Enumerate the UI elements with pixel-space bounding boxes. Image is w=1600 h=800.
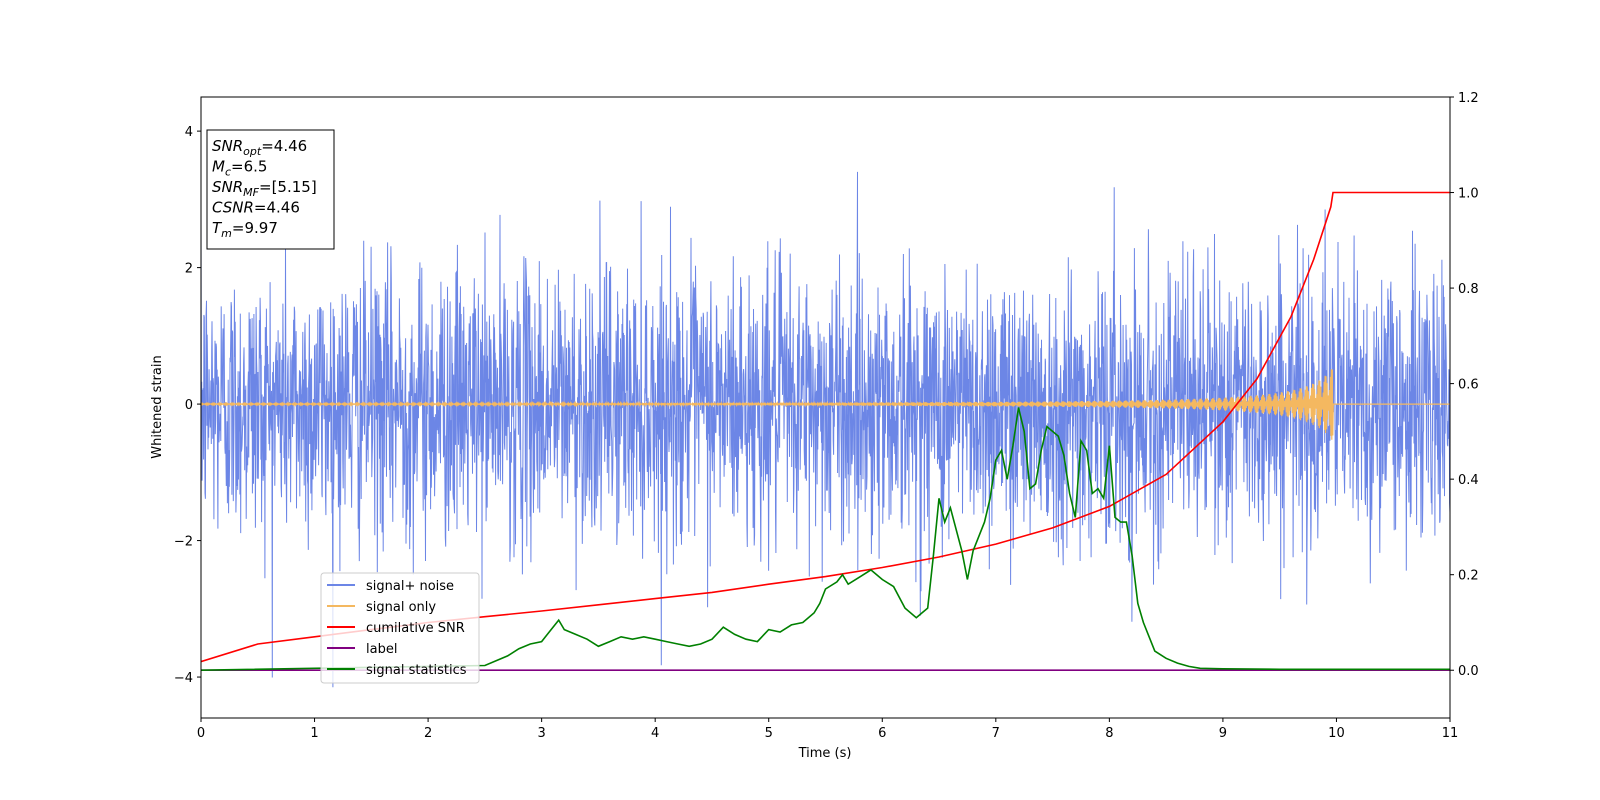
legend-label: label: [366, 642, 397, 657]
annotation-line: CSNR=4.46: [212, 199, 300, 217]
y-tick-label: 2: [185, 262, 193, 277]
legend-label: cumilative SNR: [366, 621, 465, 636]
legend: signal+ noise signal only cumilative SNR la…: [320, 572, 480, 684]
annotation-line: Mc=6.5: [212, 158, 267, 179]
axes-frame: [200, 96, 1451, 719]
y2-tick-label: 1.0: [1458, 187, 1479, 202]
annotation-frame: [206, 129, 335, 250]
x-tick-label: 6: [878, 726, 886, 741]
annotation-line: SNRopt=4.46: [212, 137, 307, 158]
annotation-line: SNRMF=[5.15]: [212, 178, 317, 199]
x-tick-label: 3: [537, 726, 545, 741]
x-tick-label: 11: [1442, 726, 1459, 741]
series-signal-only: [201, 369, 1450, 440]
legend-label: signal statistics: [366, 663, 467, 678]
x-tick-label: 2: [424, 726, 432, 741]
x-tick-label: 10: [1328, 726, 1345, 741]
y-tick-label: −4: [174, 671, 193, 686]
x-tick-label: 5: [765, 726, 773, 741]
y2-tick-label: 0.4: [1458, 473, 1479, 488]
y2-tick-label: 0.2: [1458, 569, 1479, 584]
legend-label: signal only: [366, 600, 436, 615]
annotation-line: Tm=9.97: [212, 219, 278, 240]
x-tick-label: 4: [651, 726, 659, 741]
axis-ticks: 0 1 2 3 4 5 6 7 8 9 10 11 4 2 0 −2 −4 1.2 1.0 0.8 0.6 0.4 0.2 0…: [174, 91, 1479, 741]
y2-tick-label: 0.0: [1458, 664, 1479, 679]
y2-tick-label: 1.2: [1458, 91, 1479, 106]
x-tick-label: 7: [992, 726, 1000, 741]
y-tick-label: −2: [174, 535, 193, 550]
x-axis-label: Time (s): [798, 746, 852, 761]
y-axis-label: Whitened strain: [150, 355, 165, 458]
y2-tick-label: 0.8: [1458, 282, 1479, 297]
legend-label: signal+ noise: [366, 579, 454, 594]
y2-tick-label: 0.6: [1458, 378, 1479, 393]
x-tick-label: 8: [1105, 726, 1113, 741]
legend-frame: [320, 572, 480, 684]
x-tick-label: 0: [197, 726, 205, 741]
x-tick-label: 1: [310, 726, 318, 741]
y-tick-label: 4: [185, 125, 193, 140]
x-tick-label: 9: [1219, 726, 1227, 741]
series-signal-statistics: [201, 407, 1450, 671]
y-tick-label: 0: [185, 398, 193, 413]
series-signal-plus-noise: [201, 171, 1450, 688]
